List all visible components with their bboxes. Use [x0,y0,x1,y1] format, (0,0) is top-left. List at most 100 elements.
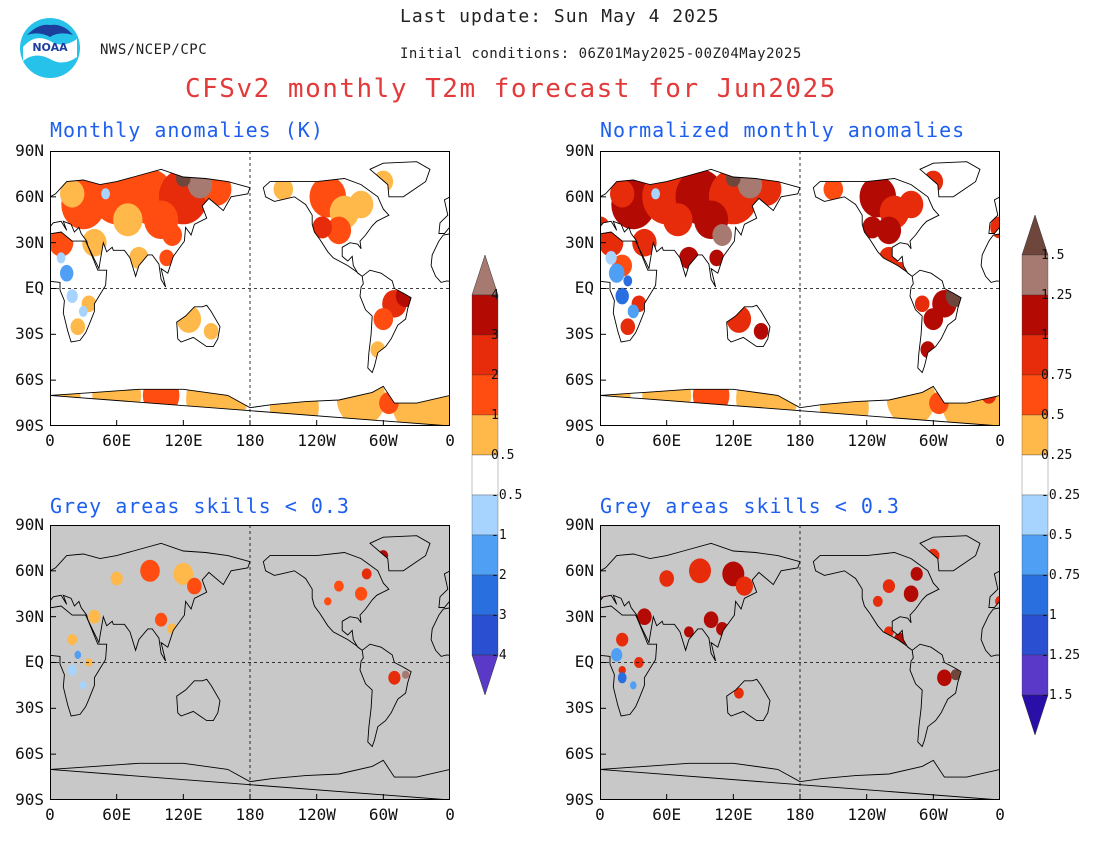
anomaly-patch [937,669,952,687]
coastline [600,542,801,662]
anomaly-patch-negative [56,252,66,264]
lat-tick-label: EQ [574,652,594,672]
colorbar-label: -1 [491,528,507,543]
colorbar-segment [471,334,499,376]
colorbar-segment [1021,414,1049,456]
lon-tick-label: 60E [652,431,682,450]
lon-tick-label: 120E [714,805,753,824]
lat-tick-label: 90N [15,515,44,534]
anomaly-patch [620,318,636,335]
anomaly-patch [618,666,626,675]
anomaly-patch [712,224,732,246]
colorbar-segment [471,454,499,496]
anomaly-patch [159,249,174,267]
anomaly-patch [162,224,182,246]
anomaly-patch-negative [74,650,82,659]
lon-tick-label: 180 [785,805,815,824]
anomaly-patch [684,626,694,638]
lon-tick-label: 60E [102,431,132,450]
lon-tick-label: 120W [847,805,886,824]
anomaly-patch [903,585,919,603]
colorbar-segment [471,374,499,416]
anomaly-patch [753,323,769,340]
anomaly-patch-negative [651,188,660,200]
map-top-left [50,151,450,426]
lon-tick-label: 120W [297,431,336,450]
noaa-logo: NOAA [19,17,81,79]
lat-tick-label: 30S [15,698,44,718]
colorbar-segment [1021,334,1049,376]
lon-tick-label: 120E [714,431,753,450]
colorbar-segment [471,534,499,576]
lat-tick-label: 30N [15,232,44,252]
colorbar-label: 0.75 [1041,368,1073,383]
coastline [262,178,390,277]
anomaly-patch [910,567,923,581]
anomaly-patch [140,559,160,582]
coastline [359,269,412,374]
anomaly-patch [872,595,883,607]
anomaly-patch [637,608,652,625]
coastline [919,161,981,198]
colorbar-tip-bottom [471,654,499,696]
anomaly-patch [709,249,724,267]
lon-tick-label: 0 [445,431,455,450]
anomaly-patch [616,632,629,647]
anomaly-patch-negative [78,305,88,317]
anomaly-patch [734,687,744,699]
lat-tick-label: 60N [15,186,44,206]
anomaly-patch [882,579,895,593]
lon-tick-label: 0 [595,805,605,824]
colorbar-right [1020,214,1100,740]
anomaly-patch-negative [101,188,110,200]
anomaly-patch-negative [615,287,629,305]
anomaly-patch [88,609,101,624]
colorbar-label: -0.5 [491,488,523,503]
anomaly-patch [703,611,719,628]
lat-tick-label: 90S [565,789,594,809]
colorbar-label: -0.25 [1041,488,1081,503]
lon-tick-label: 180 [785,431,815,450]
colorbar-segment [471,414,499,456]
anomaly-patch [373,308,394,331]
colorbar-label: 3 [491,328,499,343]
lon-tick-label: 120W [297,805,336,824]
anomaly-patch-negative [611,648,623,662]
colorbar-label: 1.25 [1041,288,1073,303]
lat-tick-label: 60N [15,560,44,580]
colorbar-label: -1.25 [1041,648,1081,663]
lat-tick-label: 60S [15,370,44,389]
anomaly-patch-negative [67,664,77,676]
lat-tick-label: 90N [565,515,594,534]
lat-tick-label: 60S [15,744,44,763]
map-bottom-right [600,525,1000,800]
coastline [176,678,221,722]
anomaly-patch [876,216,902,245]
anomaly-patch [361,568,372,580]
anomaly-patch [113,203,143,237]
coastline [909,269,962,374]
colorbar-left [470,254,540,700]
colorbar-segment [471,494,499,536]
coastline [176,304,221,348]
coastline [50,168,251,288]
anomaly-patch [334,580,344,592]
map-top-right [600,151,1000,426]
coastline [50,231,108,343]
colorbar-tip-bottom [1021,694,1049,736]
lon-tick-label: 60E [652,805,682,824]
page-title: CFSv2 monthly T2m forecast for Jun2025 [185,74,837,104]
lon-tick-label: 0 [595,431,605,450]
anomaly-patch-negative [623,275,633,287]
colorbar-label: 1 [491,408,499,423]
colorbar-label: 1.5 [1041,248,1065,263]
anomaly-patch [898,190,924,219]
coastline [909,643,962,748]
anomaly-patch [923,308,944,331]
anomaly-patch-negative [605,251,617,265]
colorbar-label: 0.5 [1041,408,1065,423]
colorbar-segment [1021,654,1049,696]
colorbar-label: 4 [491,288,499,303]
colorbar-segment [1021,454,1049,496]
lon-tick-label: 180 [235,431,265,450]
